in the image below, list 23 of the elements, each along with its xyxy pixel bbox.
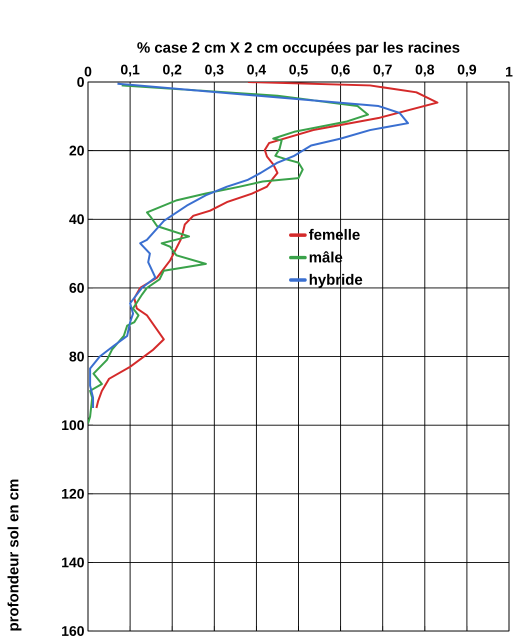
x-tick-label: 0,7 <box>374 64 392 76</box>
y-tick-label: 120 <box>62 488 84 499</box>
x-tick-label: 0,3 <box>205 64 224 76</box>
y-axis-title: profondeur sol en cm <box>8 480 22 631</box>
y-tick-label: 60 <box>69 282 84 293</box>
y-tick-label: 100 <box>62 420 84 430</box>
x-tick-label: 0,9 <box>458 64 476 76</box>
y-tick-label: 140 <box>62 557 84 568</box>
x-tick-label: 0,4 <box>247 64 266 76</box>
x-tick-label: 0,2 <box>163 64 182 76</box>
x-tick-label: 0,6 <box>331 64 350 76</box>
y-tick-label: 40 <box>69 214 84 224</box>
y-tick-label: 160 <box>62 626 84 636</box>
line-series <box>88 84 369 424</box>
x-tick-label: 0 <box>84 66 92 76</box>
x-tick-label: 1 <box>506 66 512 76</box>
y-tick-label: 20 <box>69 146 84 156</box>
x-axis-title: % case 2 cm X 2 cm occupées par les racines <box>137 42 460 56</box>
x-tick-label: 0,5 <box>289 64 308 76</box>
y-tick-label: 80 <box>69 352 84 362</box>
y-tick-label: 0 <box>77 77 84 87</box>
x-tick-label: 0,1 <box>120 64 140 76</box>
x-tick-label: 0,8 <box>416 64 434 76</box>
